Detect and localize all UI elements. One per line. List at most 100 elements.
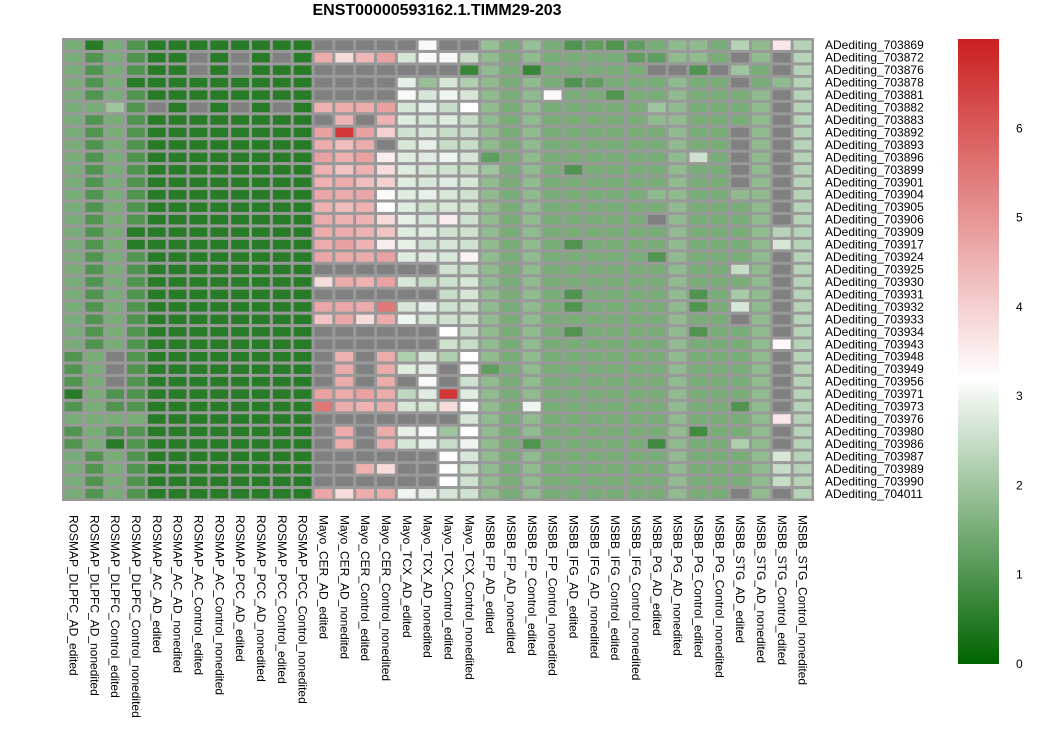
heatmap-cell xyxy=(356,302,374,312)
heatmap-cell xyxy=(106,227,124,237)
heatmap-cell xyxy=(168,302,187,312)
heatmap-cell xyxy=(752,314,770,325)
heatmap-cell xyxy=(252,214,270,225)
heatmap-cell xyxy=(64,314,83,325)
heatmap-cell xyxy=(772,202,791,212)
heatmap-cell xyxy=(439,439,458,449)
heatmap-cell xyxy=(377,489,395,499)
heatmap-cell xyxy=(585,52,604,63)
heatmap-cell xyxy=(585,489,604,499)
heatmap-cell xyxy=(252,65,270,75)
heatmap-cell xyxy=(377,314,395,325)
heatmap-cell xyxy=(668,401,687,412)
heatmap-cell xyxy=(168,65,187,75)
heatmap-cell xyxy=(418,115,437,125)
heatmap-cell xyxy=(64,52,83,63)
heatmap-cell xyxy=(252,389,270,399)
legend-tick-label: 3 xyxy=(1016,389,1023,403)
column-label: Mayo_TCX_Control_edited xyxy=(441,515,455,660)
heatmap-cell xyxy=(543,77,562,88)
heatmap-cell xyxy=(585,376,604,387)
heatmap-cell xyxy=(314,140,333,150)
heatmap-cell xyxy=(564,177,583,188)
heatmap-cell xyxy=(418,414,437,424)
heatmap-cell xyxy=(772,52,791,63)
heatmap-cell xyxy=(397,165,416,175)
heatmap-cell xyxy=(127,127,145,138)
chart-title: ENST00000593162.1.TIMM29-203 xyxy=(312,2,561,19)
heatmap-cell xyxy=(189,65,208,75)
heatmap-cell xyxy=(64,302,83,312)
heatmap-cell xyxy=(564,90,583,100)
heatmap-cell xyxy=(377,140,395,150)
heatmap-cell xyxy=(418,289,437,300)
row-label: ADediting_703882 xyxy=(825,101,924,115)
heatmap-cell xyxy=(64,414,83,424)
heatmap-cell xyxy=(272,364,291,374)
heatmap-cell xyxy=(752,302,770,312)
heatmap-cell xyxy=(439,140,458,150)
heatmap-cell xyxy=(418,327,437,337)
heatmap-cell xyxy=(564,190,583,200)
heatmap-cell xyxy=(502,401,520,412)
heatmap-cell xyxy=(689,476,708,487)
heatmap-cell xyxy=(418,239,437,250)
heatmap-cell xyxy=(460,464,479,474)
heatmap-cell xyxy=(252,152,270,163)
heatmap-cell xyxy=(710,140,729,150)
heatmap-cell xyxy=(377,90,395,100)
heatmap-cell xyxy=(522,489,541,499)
heatmap-cell xyxy=(627,327,645,337)
heatmap-cell xyxy=(564,127,583,138)
heatmap-cell xyxy=(481,202,499,212)
heatmap-cell xyxy=(585,115,604,125)
heatmap-cell xyxy=(564,327,583,337)
heatmap-cell xyxy=(64,376,83,387)
heatmap-cell xyxy=(460,177,479,188)
heatmap-cell xyxy=(397,190,416,200)
heatmap-cell xyxy=(189,277,208,287)
heatmap-cell xyxy=(460,102,479,113)
heatmap-cell xyxy=(168,414,187,424)
heatmap-cell xyxy=(647,426,666,437)
heatmap-cell xyxy=(689,489,708,499)
heatmap-cell xyxy=(522,351,541,362)
heatmap-cell xyxy=(564,302,583,312)
heatmap-cell xyxy=(460,264,479,275)
heatmap-cell xyxy=(85,351,104,362)
heatmap-cell xyxy=(397,102,416,113)
heatmap-cell xyxy=(439,339,458,349)
heatmap-cell xyxy=(418,476,437,487)
legend-tick-label: 4 xyxy=(1016,300,1023,314)
heatmap-cell xyxy=(397,252,416,262)
heatmap-cell xyxy=(647,165,666,175)
heatmap-cell xyxy=(397,314,416,325)
heatmap-cell xyxy=(335,376,354,387)
heatmap-cell xyxy=(731,127,749,138)
heatmap-cell xyxy=(460,289,479,300)
heatmap-cell xyxy=(168,177,187,188)
heatmap-cell xyxy=(272,439,291,449)
heatmap-cell xyxy=(772,214,791,225)
heatmap-cell xyxy=(731,214,749,225)
heatmap-cell xyxy=(793,90,812,100)
heatmap-cell xyxy=(210,414,229,424)
heatmap-cell xyxy=(689,401,708,412)
column-label: Mayo_CER_Control_nonedited xyxy=(379,515,393,681)
heatmap-cell xyxy=(689,464,708,474)
heatmap-cell xyxy=(272,414,291,424)
heatmap-cell xyxy=(522,376,541,387)
heatmap-cell xyxy=(147,40,166,50)
heatmap-cell xyxy=(314,277,333,287)
heatmap-cell xyxy=(272,451,291,462)
heatmap-cell xyxy=(793,127,812,138)
column-label: ROSMAP_AC_Control_edited xyxy=(191,515,205,675)
heatmap-cell xyxy=(106,401,124,412)
heatmap-cell xyxy=(585,90,604,100)
heatmap-cell xyxy=(377,152,395,163)
heatmap-cell xyxy=(710,277,729,287)
heatmap-cell xyxy=(793,252,812,262)
heatmap-cell xyxy=(418,426,437,437)
heatmap-cell xyxy=(231,476,249,487)
heatmap-cell xyxy=(460,389,479,399)
